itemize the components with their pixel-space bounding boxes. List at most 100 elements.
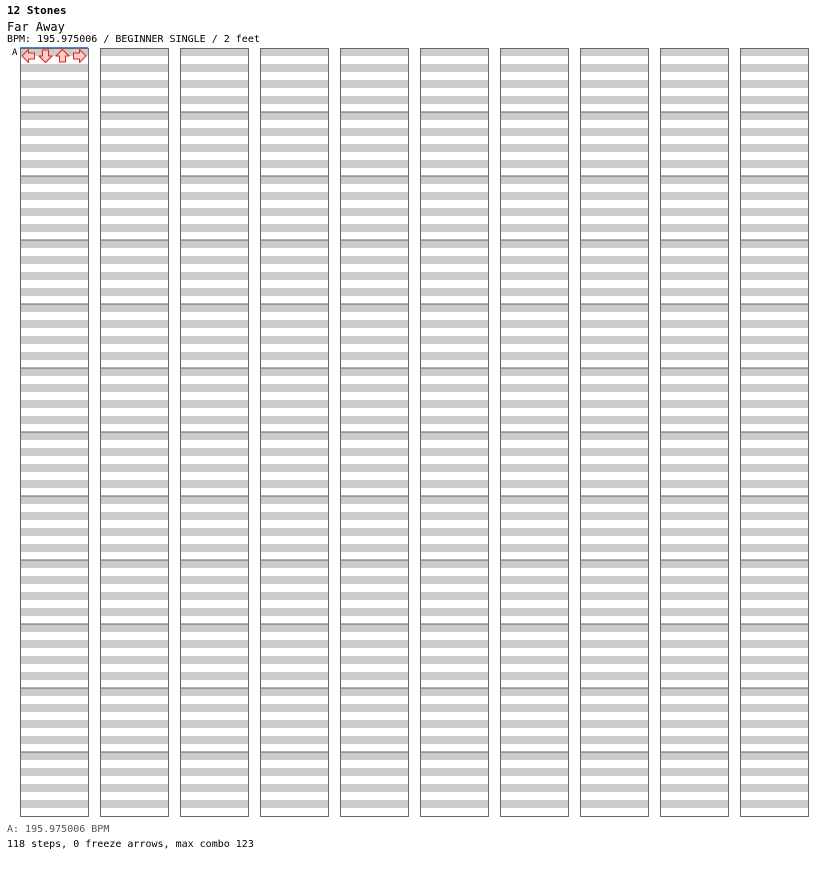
- beat-stripe: [260, 416, 328, 424]
- beat-stripe: [100, 432, 168, 440]
- beat-stripe: [180, 496, 248, 504]
- beat-stripe: [340, 656, 408, 664]
- beat-stripe: [340, 640, 408, 648]
- beat-stripe: [740, 208, 808, 216]
- beat-stripe: [500, 704, 568, 712]
- beat-stripe: [20, 720, 88, 728]
- beat-stripe: [20, 576, 88, 584]
- beat-stripe: [180, 656, 248, 664]
- beat-stripe: [340, 208, 408, 216]
- beat-stripe: [660, 640, 728, 648]
- beat-stripe: [660, 720, 728, 728]
- beat-stripe: [180, 448, 248, 456]
- beat-stripe: [340, 240, 408, 248]
- beat-stripe: [740, 304, 808, 312]
- beat-stripe: [580, 768, 648, 776]
- beat-stripe: [740, 528, 808, 536]
- beat-stripe: [740, 720, 808, 728]
- beat-stripe: [100, 752, 168, 760]
- chart-column: [20, 48, 89, 817]
- beat-stripe: [500, 224, 568, 232]
- beat-stripe: [180, 288, 248, 296]
- beat-stripe: [20, 416, 88, 424]
- beat-stripe: [260, 384, 328, 392]
- beat-stripe: [580, 240, 648, 248]
- beat-stripe: [660, 464, 728, 472]
- beat-stripe: [660, 480, 728, 488]
- beat-stripe: [580, 432, 648, 440]
- beat-stripe: [260, 784, 328, 792]
- beat-stripe: [660, 112, 728, 120]
- beat-stripe: [740, 320, 808, 328]
- beat-stripe: [260, 352, 328, 360]
- beat-stripe: [20, 288, 88, 296]
- beat-stripe: [180, 416, 248, 424]
- beat-stripe: [740, 384, 808, 392]
- beat-stripe: [500, 576, 568, 584]
- beat-stripe: [260, 192, 328, 200]
- beat-stripe: [260, 720, 328, 728]
- beat-stripe: [20, 272, 88, 280]
- beat-stripe: [740, 416, 808, 424]
- beat-stripe: [740, 800, 808, 808]
- beat-stripe: [20, 352, 88, 360]
- beat-stripe: [660, 320, 728, 328]
- beat-stripe: [340, 224, 408, 232]
- beat-stripe: [100, 208, 168, 216]
- beat-stripe: [660, 608, 728, 616]
- right-arrow-icon: [73, 49, 87, 63]
- beat-stripe: [500, 256, 568, 264]
- beat-stripe: [420, 288, 488, 296]
- beat-stripe: [340, 48, 408, 56]
- beat-stripe: [740, 512, 808, 520]
- beat-stripe: [580, 720, 648, 728]
- beat-stripe: [20, 80, 88, 88]
- beat-stripe: [100, 736, 168, 744]
- beat-stripe: [340, 464, 408, 472]
- beat-stripe: [180, 544, 248, 552]
- beat-stripe: [20, 112, 88, 120]
- beat-stripe: [660, 192, 728, 200]
- beat-stripe: [100, 784, 168, 792]
- beat-stripe: [660, 208, 728, 216]
- beat-stripe: [100, 192, 168, 200]
- beat-stripe: [500, 384, 568, 392]
- beat-stripe: [580, 448, 648, 456]
- beat-stripe: [260, 624, 328, 632]
- beat-stripe: [260, 208, 328, 216]
- beat-stripe: [580, 128, 648, 136]
- beat-stripe: [660, 560, 728, 568]
- beat-stripe: [20, 768, 88, 776]
- beat-stripe: [580, 704, 648, 712]
- beat-stripe: [740, 496, 808, 504]
- beat-stripe: [420, 80, 488, 88]
- beat-stripe: [100, 176, 168, 184]
- beat-stripe: [580, 672, 648, 680]
- beat-stripe: [420, 768, 488, 776]
- beat-stripe: [580, 576, 648, 584]
- beat-stripe: [260, 256, 328, 264]
- beat-stripe: [100, 496, 168, 504]
- beat-stripe: [740, 144, 808, 152]
- beat-stripe: [420, 704, 488, 712]
- beat-stripe: [340, 320, 408, 328]
- beat-stripe: [500, 688, 568, 696]
- beat-stripe: [740, 272, 808, 280]
- beat-stripe: [20, 320, 88, 328]
- bpm-marker-label: A: [12, 48, 18, 58]
- beat-stripe: [420, 592, 488, 600]
- beat-stripe: [340, 64, 408, 72]
- beat-stripe: [180, 528, 248, 536]
- beat-stripe: [340, 144, 408, 152]
- beat-stripe: [340, 192, 408, 200]
- beat-stripe: [420, 64, 488, 72]
- beat-stripe: [500, 64, 568, 72]
- beat-stripe: [260, 272, 328, 280]
- beat-stripe: [500, 352, 568, 360]
- beat-stripe: [420, 160, 488, 168]
- beat-stripe: [100, 160, 168, 168]
- beat-stripe: [580, 224, 648, 232]
- beat-stripe: [260, 320, 328, 328]
- beat-stripe: [580, 688, 648, 696]
- beat-stripe: [260, 800, 328, 808]
